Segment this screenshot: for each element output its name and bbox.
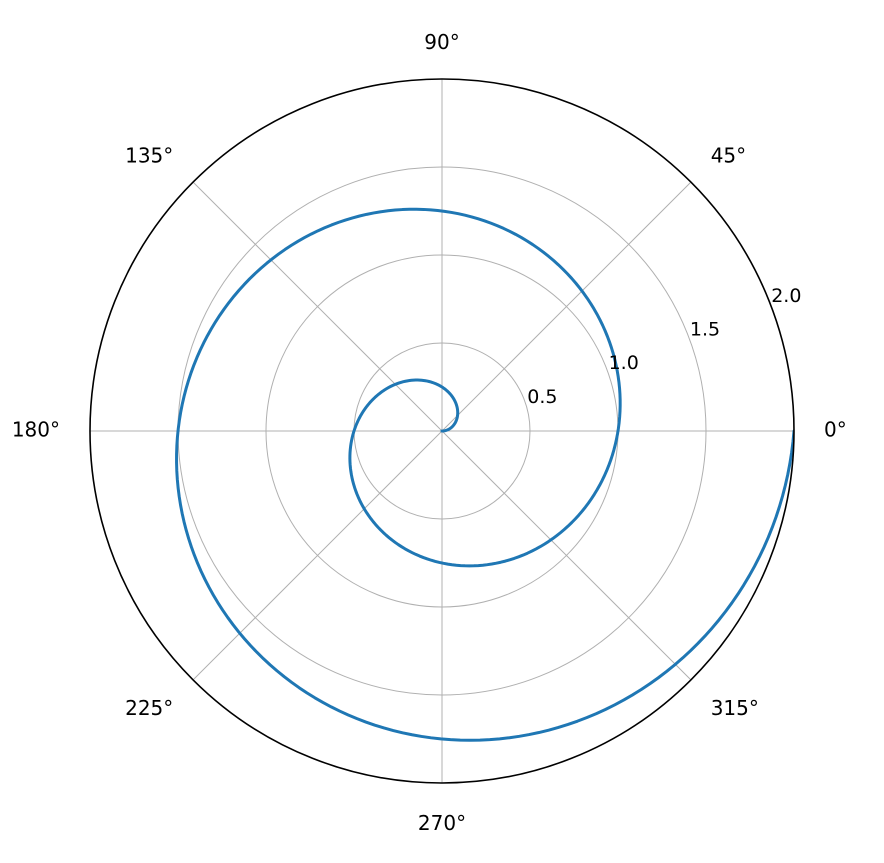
angular-tick-label: 90°	[424, 30, 459, 54]
angular-tick-label: 270°	[418, 811, 466, 835]
angular-tick-label: 0°	[824, 418, 847, 442]
radial-tick-label: 0.5	[527, 386, 557, 408]
angular-tick-label: 135°	[125, 143, 173, 167]
radial-tick-label: 1.0	[609, 352, 639, 374]
angular-tick-label: 45°	[711, 143, 746, 167]
polar-chart-container: 0.5 1.0 1.5 2.0 0° 45° 90° 135° 180° 225° 270° 315°	[0, 0, 884, 863]
angular-tick-label: 225°	[125, 696, 173, 720]
angular-tick-label: 315°	[711, 696, 759, 720]
polar-chart: 0.5 1.0 1.5 2.0 0° 45° 90° 135° 180° 225° 270° 315°	[0, 0, 884, 863]
angular-tick-label: 180°	[12, 418, 60, 442]
radial-tick-label: 2.0	[771, 285, 801, 307]
radial-tick-label: 1.5	[690, 318, 720, 340]
